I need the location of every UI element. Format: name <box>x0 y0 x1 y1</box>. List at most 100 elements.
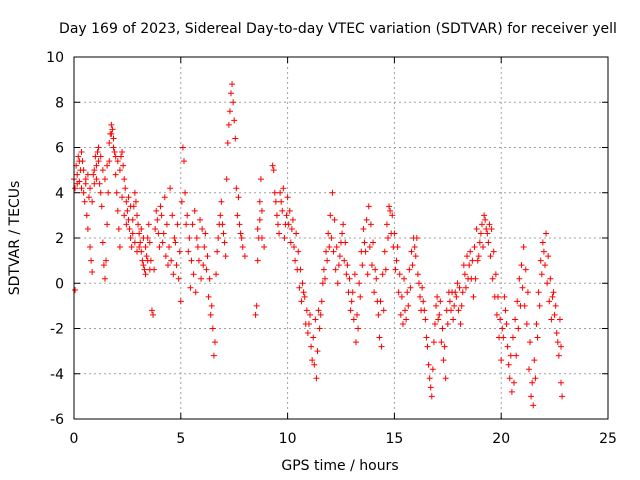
data-point <box>164 262 171 269</box>
data-point <box>392 266 399 273</box>
data-point <box>123 198 130 205</box>
data-point <box>280 185 287 192</box>
data-point <box>285 221 292 228</box>
data-point <box>339 230 346 237</box>
data-point <box>538 271 545 278</box>
data-point <box>182 189 189 196</box>
data-point <box>115 225 122 232</box>
data-point <box>254 257 261 264</box>
data-point <box>219 221 226 228</box>
data-point <box>531 357 538 364</box>
data-point <box>541 262 548 269</box>
data-point <box>201 244 208 251</box>
data-point <box>272 198 279 205</box>
data-point <box>221 239 228 246</box>
data-point <box>253 302 260 309</box>
data-point <box>273 212 280 219</box>
y-tick-label: 0 <box>55 276 64 292</box>
data-point <box>213 271 220 278</box>
data-point <box>389 212 396 219</box>
data-point <box>89 268 96 275</box>
data-point <box>408 248 415 255</box>
data-point <box>317 311 324 318</box>
data-point <box>81 198 88 205</box>
data-point <box>314 348 321 355</box>
data-point <box>89 198 96 205</box>
data-point <box>237 230 244 237</box>
data-point <box>93 162 100 169</box>
data-point <box>419 284 426 291</box>
data-point <box>539 239 546 246</box>
data-point <box>519 284 526 291</box>
data-point <box>92 153 99 160</box>
data-point <box>469 257 476 264</box>
data-point <box>76 158 83 165</box>
data-point <box>373 275 380 282</box>
data-point <box>335 262 342 269</box>
data-point <box>140 262 147 269</box>
data-point <box>82 180 89 187</box>
data-point <box>167 185 174 192</box>
data-point <box>508 388 515 395</box>
data-point <box>256 216 263 223</box>
data-point <box>113 189 120 196</box>
data-point <box>444 320 451 327</box>
data-point <box>518 262 525 269</box>
x-tick-label: 5 <box>176 431 185 447</box>
data-point <box>318 298 325 305</box>
data-point <box>516 275 523 282</box>
data-point <box>171 235 178 241</box>
data-point <box>296 284 303 291</box>
data-point <box>309 357 316 364</box>
data-point <box>300 289 307 296</box>
data-point <box>156 244 163 251</box>
data-point <box>489 275 496 282</box>
data-point <box>84 171 91 178</box>
y-tick-label: 2 <box>55 231 64 247</box>
data-point <box>292 257 299 264</box>
data-point <box>195 257 202 264</box>
data-point <box>187 284 194 291</box>
data-point <box>144 257 151 264</box>
data-point <box>439 325 446 332</box>
data-point <box>505 361 512 368</box>
data-point <box>402 307 409 314</box>
data-point <box>382 266 389 273</box>
data-point <box>467 248 474 255</box>
data-point <box>104 221 111 228</box>
data-point <box>334 280 341 287</box>
data-point <box>383 221 390 228</box>
data-point <box>289 216 296 223</box>
data-point <box>116 244 123 251</box>
data-point <box>154 216 161 223</box>
data-point <box>437 298 444 305</box>
data-point <box>222 253 229 260</box>
data-point <box>528 393 535 400</box>
data-point <box>486 221 493 228</box>
data-point <box>258 207 265 214</box>
data-point <box>128 244 135 251</box>
data-point <box>202 230 209 237</box>
data-point <box>168 257 175 264</box>
data-point <box>546 298 553 305</box>
data-point <box>177 298 184 305</box>
data-point <box>131 189 138 196</box>
data-point <box>104 162 111 169</box>
data-point <box>494 293 501 300</box>
data-point <box>357 293 364 300</box>
data-point <box>331 216 338 223</box>
data-point <box>435 316 442 323</box>
data-point <box>185 248 192 255</box>
data-point <box>493 311 500 318</box>
data-point <box>270 167 277 174</box>
data-point <box>163 221 170 228</box>
data-point <box>112 171 119 178</box>
data-point <box>320 266 327 273</box>
data-point <box>362 248 369 255</box>
data-point <box>529 379 536 386</box>
data-point <box>522 266 529 273</box>
data-point <box>132 198 139 205</box>
data-point <box>477 230 484 237</box>
data-point <box>431 320 438 327</box>
